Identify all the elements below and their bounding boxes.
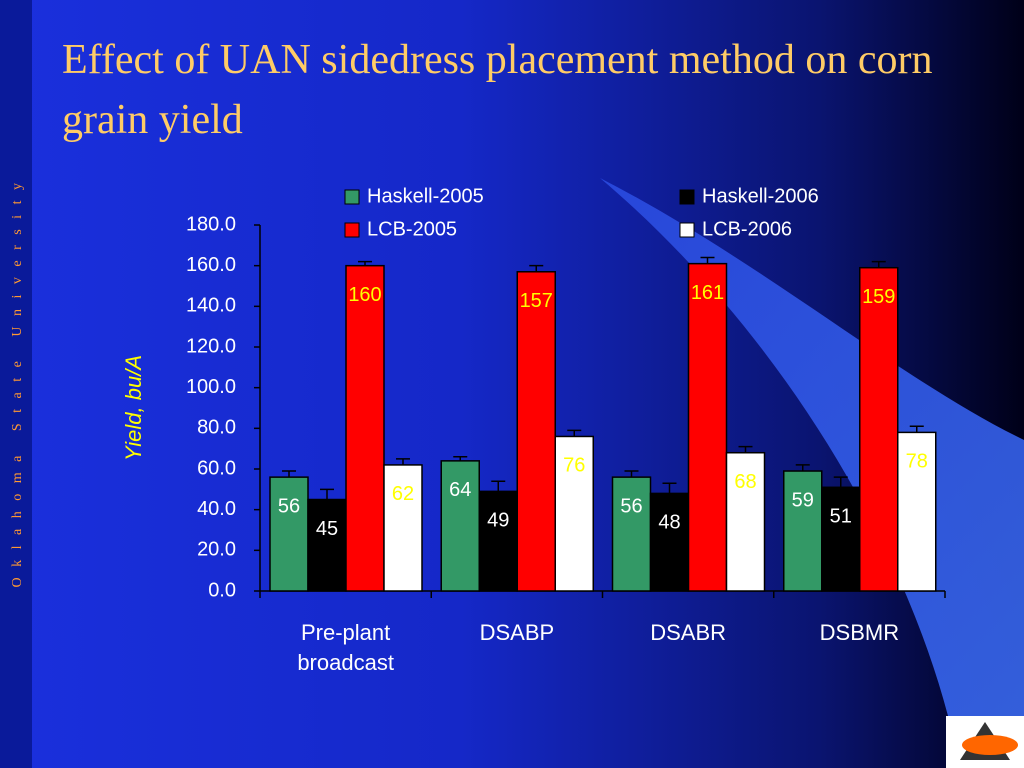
error-bar [624, 470, 639, 478]
bar [516, 271, 556, 592]
error-bar [700, 256, 715, 264]
data-label: 49 [487, 510, 509, 532]
error-bar [738, 445, 753, 453]
bar [897, 431, 937, 592]
bar [383, 464, 423, 592]
x-tick-label: DSABR [650, 620, 727, 645]
bar [725, 451, 766, 592]
y-tick-label: 160.0 [186, 254, 236, 276]
chart-title: Effect of UAN sidedress placement method… [62, 37, 933, 143]
legend-swatch [344, 189, 360, 205]
legend-label: LCB-2005 [367, 218, 457, 240]
data-label: 56 [620, 495, 642, 517]
data-label: 68 [734, 471, 756, 493]
data-label: 76 [563, 455, 585, 477]
legend-swatch [679, 222, 695, 238]
y-tick-label: 180.0 [186, 213, 236, 235]
bar [478, 490, 518, 592]
data-label: 160 [348, 284, 381, 306]
error-bar [662, 482, 677, 494]
bar [345, 264, 385, 592]
error-bar [358, 260, 372, 266]
data-label: 59 [792, 489, 814, 511]
bar [307, 498, 347, 592]
y-tick-label: 60.0 [197, 457, 236, 479]
error-bar [491, 480, 506, 492]
error-bar [453, 456, 468, 461]
data-label: 64 [449, 479, 471, 501]
x-tick-label: DSBMR [819, 620, 900, 645]
y-tick-label: 120.0 [186, 335, 236, 357]
data-label: 159 [862, 286, 895, 308]
error-bar [833, 476, 848, 488]
error-bar [320, 488, 334, 500]
bar [859, 266, 899, 592]
x-tick-label: Pre-plant broadcast [297, 620, 394, 675]
bar [611, 476, 652, 592]
legend-swatch [344, 222, 360, 238]
logo [946, 716, 1024, 768]
y-tick-label: 0.0 [208, 579, 236, 601]
y-tick-label: 100.0 [186, 376, 236, 398]
data-label: 157 [520, 290, 553, 312]
y-axis-label: Yield, bu/A [121, 355, 146, 461]
data-label: 62 [392, 483, 414, 505]
y-tick-label: 80.0 [197, 417, 236, 439]
error-bar [871, 260, 886, 268]
data-label: 161 [691, 282, 724, 304]
error-bar [567, 429, 582, 437]
legend-label: Haskell-2005 [367, 185, 484, 207]
error-bar [529, 264, 544, 272]
y-tick-label: 140.0 [186, 295, 236, 317]
bar [269, 476, 309, 592]
error-bar [396, 458, 410, 465]
bar [821, 486, 861, 592]
error-bar [795, 464, 810, 472]
legend-label: LCB-2006 [702, 218, 792, 240]
legend-swatch [679, 189, 695, 205]
data-label: 45 [316, 518, 338, 540]
bar [687, 262, 728, 592]
bar [649, 492, 690, 592]
decor-swoosh [600, 178, 1024, 768]
legend-label: Haskell-2006 [702, 185, 819, 207]
data-label: 56 [278, 495, 300, 517]
error-bar [909, 425, 924, 433]
y-tick-label: 20.0 [197, 539, 236, 561]
data-label: 51 [830, 506, 852, 528]
y-tick-label: 40.0 [197, 498, 236, 520]
data-label: 78 [906, 451, 928, 473]
sidebar [0, 0, 32, 768]
error-bar [282, 470, 296, 478]
x-tick-label: DSABP [479, 620, 555, 645]
bar [440, 460, 480, 592]
data-label: 48 [658, 512, 680, 534]
